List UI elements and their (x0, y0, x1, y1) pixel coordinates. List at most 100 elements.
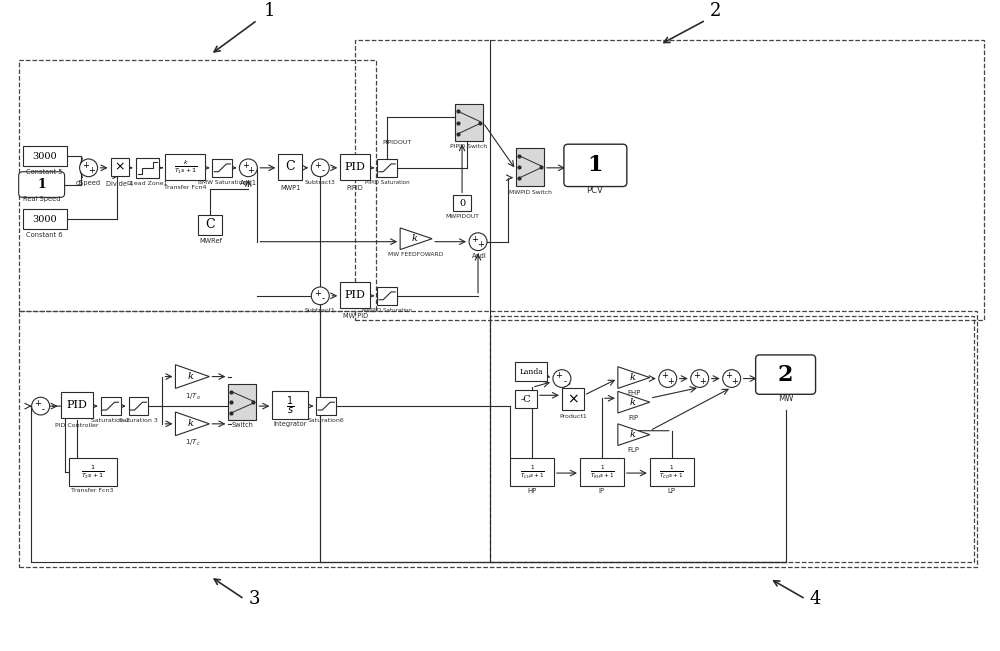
Text: Saturation 3: Saturation 3 (119, 418, 158, 423)
Text: +: + (477, 240, 484, 249)
Text: ×: × (567, 392, 579, 406)
Text: 1: 1 (588, 154, 603, 176)
FancyBboxPatch shape (19, 172, 65, 197)
Bar (19, 311, 977, 566)
Text: +: + (731, 377, 738, 386)
Text: $\frac{1}{T_{CH}s+1}$: $\frac{1}{T_{CH}s+1}$ (520, 464, 544, 481)
Text: IP: IP (599, 488, 605, 494)
Bar (228, 385, 256, 420)
Circle shape (239, 159, 257, 176)
Text: -: - (321, 294, 324, 303)
Text: +: + (693, 371, 700, 380)
Circle shape (32, 397, 50, 415)
Text: 1: 1 (263, 2, 275, 20)
Text: -: - (563, 377, 566, 386)
Text: FLP: FLP (628, 447, 640, 454)
Text: +: + (88, 167, 95, 175)
Bar (316, 397, 336, 415)
Text: Transfer Fcn3: Transfer Fcn3 (71, 488, 114, 493)
Text: 3: 3 (248, 590, 260, 608)
Bar (515, 362, 547, 381)
Circle shape (469, 233, 487, 251)
Text: $\frac{1}{s}$: $\frac{1}{s}$ (286, 394, 294, 417)
Bar (516, 148, 544, 186)
Bar (580, 458, 624, 486)
Text: Constant 5: Constant 5 (26, 169, 63, 175)
Text: k: k (629, 430, 635, 439)
Text: $1/T_c$: $1/T_c$ (185, 437, 200, 448)
Bar (453, 195, 471, 211)
Text: $\frac{1}{T_2s+1}$: $\frac{1}{T_2s+1}$ (81, 464, 104, 481)
Text: PIPIDOUT: PIPIDOUT (382, 140, 411, 145)
Polygon shape (618, 424, 650, 445)
Text: dMW Saturation: dMW Saturation (198, 180, 246, 185)
Polygon shape (175, 365, 209, 389)
Bar (198, 215, 222, 235)
Text: AddI: AddI (472, 253, 486, 260)
Text: Add1: Add1 (240, 180, 257, 186)
Text: PIPID Switch: PIPID Switch (450, 145, 488, 149)
Text: -: - (321, 167, 324, 175)
Text: MWPIDOUT: MWPIDOUT (445, 214, 479, 219)
Text: 4: 4 (810, 590, 821, 608)
Text: k: k (629, 398, 635, 407)
Text: Product1: Product1 (559, 414, 587, 419)
Bar (165, 154, 205, 180)
Polygon shape (618, 391, 650, 413)
Text: +: + (248, 167, 254, 175)
Bar (562, 389, 584, 410)
Text: 3000: 3000 (32, 215, 57, 223)
Text: MWRef: MWRef (199, 238, 222, 243)
Text: C: C (285, 160, 295, 173)
Text: k: k (412, 234, 417, 243)
Text: k: k (629, 373, 635, 382)
Text: +: + (699, 377, 706, 386)
Bar (101, 397, 121, 415)
Text: Saturation 2: Saturation 2 (91, 418, 130, 423)
Bar (136, 158, 159, 178)
Bar (111, 158, 129, 176)
Text: +: + (82, 161, 89, 170)
Text: Real Speed: Real Speed (23, 197, 60, 202)
Polygon shape (175, 412, 209, 436)
Bar (61, 393, 93, 418)
Text: PID Controller: PID Controller (55, 423, 98, 428)
Text: $\frac{1}{T_{RH}s+1}$: $\frac{1}{T_{RH}s+1}$ (590, 464, 614, 481)
Bar (23, 209, 67, 229)
Text: ×: × (114, 160, 125, 173)
Text: +: + (314, 288, 321, 298)
Text: 0: 0 (459, 199, 465, 208)
Text: 2: 2 (778, 364, 793, 385)
Text: +: + (661, 371, 668, 380)
Text: $1/T_o$: $1/T_o$ (185, 391, 200, 402)
Circle shape (553, 370, 571, 387)
Text: FHP: FHP (627, 391, 641, 396)
Text: PIPID Saturation: PIPID Saturation (365, 180, 409, 185)
Text: D ead Zone1: D ead Zone1 (127, 180, 168, 186)
Bar (129, 397, 148, 415)
Circle shape (691, 370, 709, 387)
Bar (340, 154, 370, 180)
Text: Divide 4: Divide 4 (106, 180, 133, 187)
Text: FIP: FIP (629, 415, 639, 421)
FancyBboxPatch shape (564, 145, 627, 187)
Text: Constant 6: Constant 6 (26, 232, 63, 238)
Polygon shape (400, 228, 432, 249)
Bar (377, 159, 397, 176)
Text: -C: -C (521, 395, 531, 404)
Bar (650, 458, 694, 486)
Polygon shape (618, 367, 650, 389)
Text: PID: PID (345, 162, 366, 172)
Text: $\frac{k}{T_1s+1}$: $\frac{k}{T_1s+1}$ (174, 158, 197, 176)
Text: PCV: PCV (586, 186, 603, 195)
Text: Subtract3: Subtract3 (305, 180, 336, 185)
Text: 2: 2 (710, 2, 721, 20)
Text: Landa: Landa (519, 368, 543, 376)
Bar (377, 287, 397, 305)
Circle shape (311, 287, 329, 305)
Text: Integrator: Integrator (274, 421, 307, 427)
Text: MW PID: MW PID (343, 312, 368, 318)
Circle shape (311, 159, 329, 176)
Bar (340, 282, 370, 308)
Bar (69, 458, 117, 486)
